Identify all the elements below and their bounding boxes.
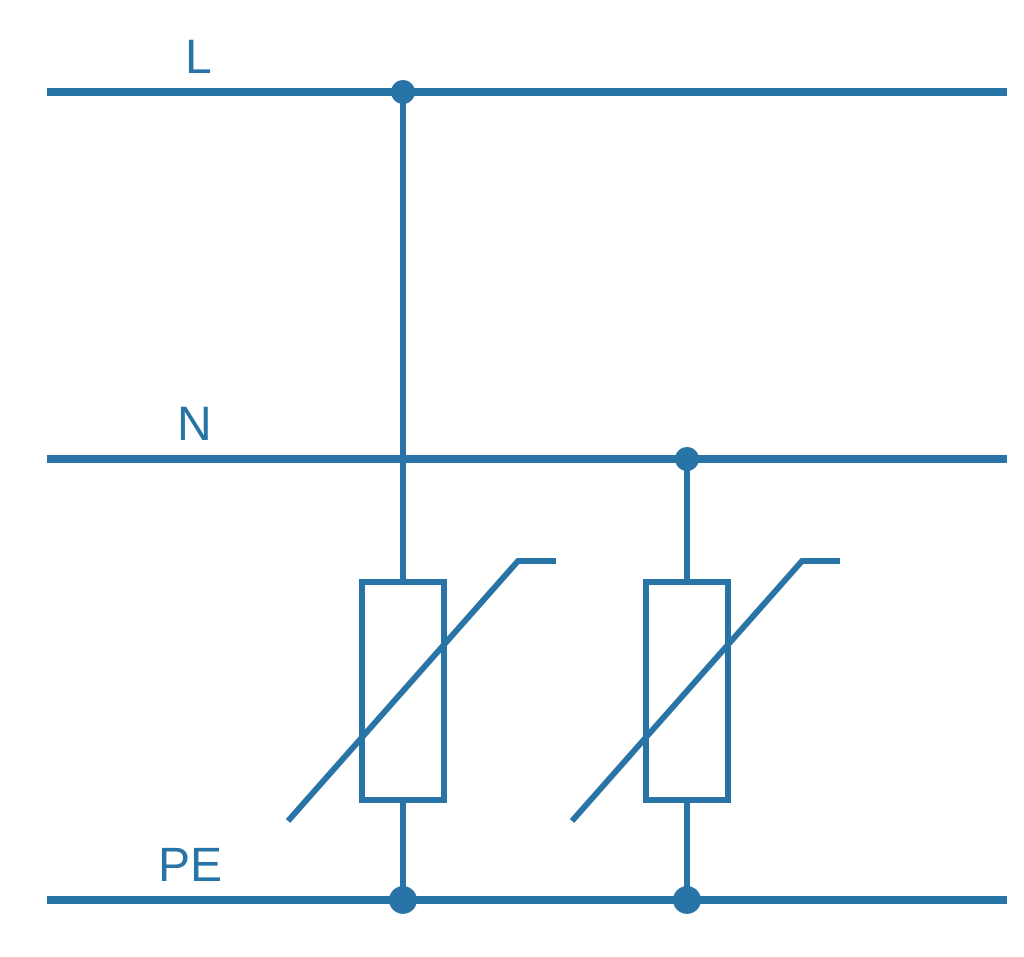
node-PE-branch1 — [389, 886, 417, 914]
label-L: L — [185, 30, 212, 85]
branch-N-to-PE-varistor-slash — [572, 561, 840, 821]
label-N: N — [177, 397, 212, 452]
node-PE-branch2 — [673, 886, 701, 914]
label-PE: PE — [158, 838, 222, 893]
surge-protection-schematic — [0, 0, 1024, 957]
node-L-branch1 — [391, 80, 415, 104]
node-N-branch2 — [675, 447, 699, 471]
branch-L-to-PE-varistor-slash — [288, 561, 556, 821]
